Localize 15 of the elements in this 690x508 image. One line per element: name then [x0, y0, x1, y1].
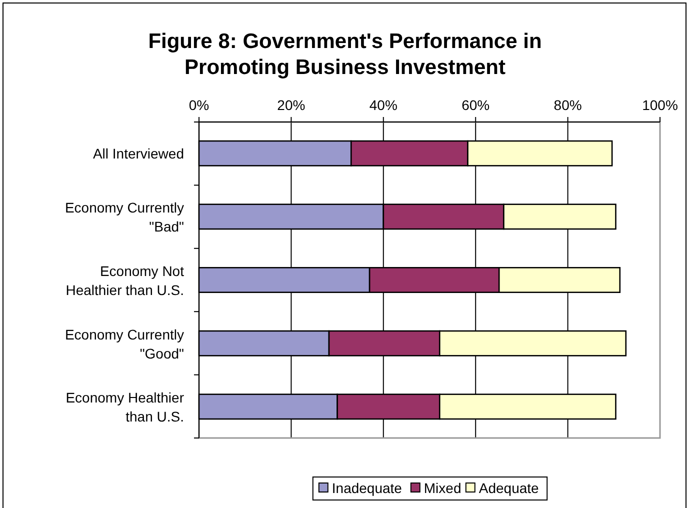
legend-label: Mixed [424, 480, 462, 496]
x-tick-label: 20% [277, 97, 306, 113]
y-tick-label: Economy Not Healthier than U.S. [66, 263, 184, 298]
x-tick-label: 0% [188, 97, 210, 113]
x-tick-label: 80% [554, 97, 582, 113]
legend-label: Inadequate [332, 480, 402, 496]
chart-title: Figure 8: Government's Performance in Promoting Business Investment [148, 30, 542, 79]
y-tick-label: Economy Currently "Good" [64, 326, 184, 362]
y-tick-label: Economy Healthier than U.S. [66, 390, 184, 425]
y-tick-label: All Interviewed [92, 145, 184, 162]
x-tick-label: 60% [462, 97, 490, 113]
legend-label: Adequate [478, 480, 540, 496]
x-tick-label: 100% [642, 97, 678, 113]
y-tick-label: Economy Currently "Bad" [64, 200, 184, 235]
x-tick-label: 40% [369, 97, 398, 113]
